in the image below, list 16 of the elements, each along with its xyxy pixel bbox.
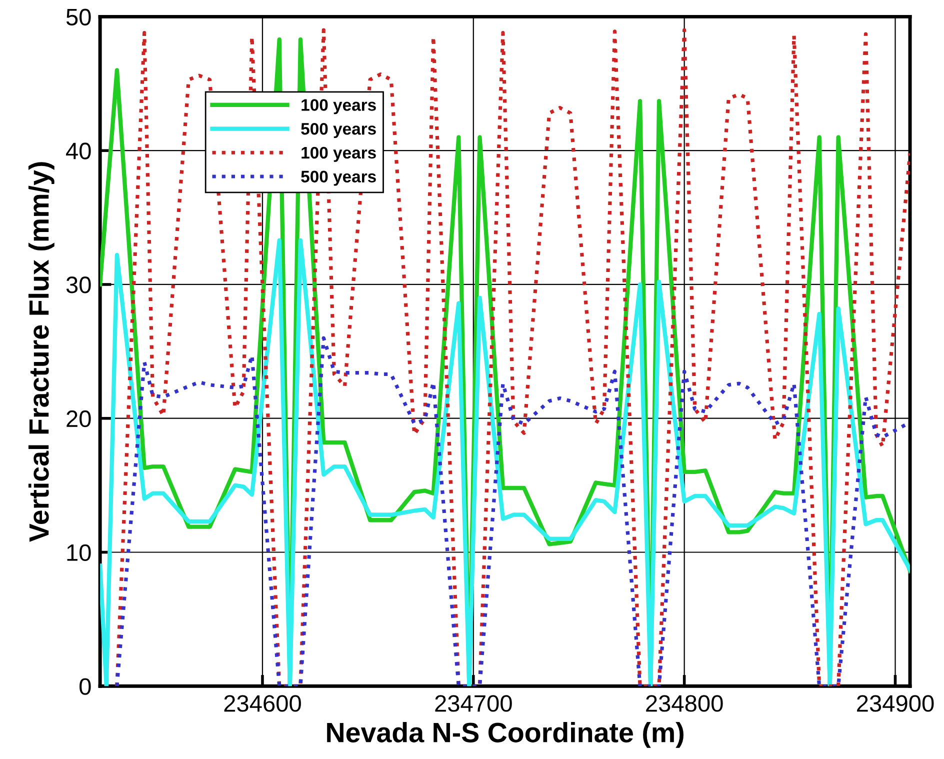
y-tick-label: 50 <box>66 8 91 26</box>
y-tick-label: 40 <box>66 142 91 160</box>
x-tick-label: 234600 <box>224 695 301 712</box>
x-axis-title: Nevada N-S Coordinate (m) <box>327 722 684 748</box>
y-tick-label: 0 <box>80 678 91 695</box>
y-axis-title: Vertical Fracture Flux (mm/y) <box>28 162 54 542</box>
x-tick-label: 234700 <box>435 695 512 712</box>
x-tick-label: 234800 <box>646 695 723 712</box>
y-tick-label: 10 <box>67 544 91 562</box>
y-tick-label: 30 <box>66 276 91 294</box>
x-tick-label: 234900 <box>857 695 934 712</box>
legend-label: 500 years <box>301 122 376 138</box>
legend-label: 500 years <box>301 170 376 186</box>
legend-label: 100 years <box>302 146 376 162</box>
legend-label: 100 years <box>302 99 376 114</box>
y-tick-label: 20 <box>66 410 91 428</box>
